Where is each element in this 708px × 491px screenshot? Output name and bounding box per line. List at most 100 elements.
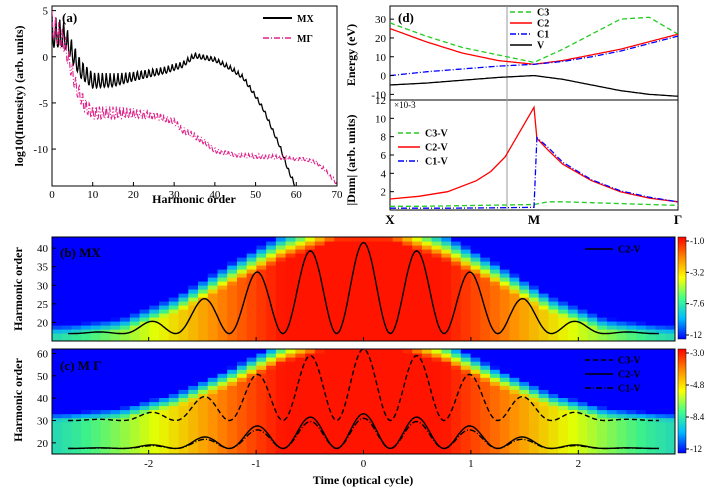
heatmap-cell [178,253,189,258]
heatmap-cell [402,257,413,262]
heatmap-cell [285,257,296,262]
heatmap-cell [441,425,452,431]
heatmap-cell [392,265,403,270]
heatmap-cell [314,333,326,338]
heatmap-cell [636,253,647,258]
heatmap-cell [139,317,150,322]
heatmap-cell [353,321,365,326]
heatmap-cell [626,293,637,298]
heatmap-cell [129,389,141,394]
heatmap-cell [81,309,92,314]
heatmap-cell [52,405,63,411]
heatmap-cell [207,357,219,362]
heatmap-cell [90,257,102,262]
heatmap-cell [548,441,559,447]
heatmap-cell [71,349,82,354]
heatmap-cell [412,257,423,262]
heatmap-cell [81,269,92,274]
heatmap-cell [373,269,384,274]
heatmap-cell [100,425,111,431]
heatmap-cell [645,313,657,318]
heatmap-cell [295,349,306,354]
heatmap-cell [460,425,472,431]
heatmap-cell [460,261,472,266]
heatmap-cell [198,249,209,254]
panel-a-label: (a) [62,10,77,25]
heatmap-cell [412,413,423,419]
heatmap-cell [71,237,82,242]
heatmap-cell [90,269,102,274]
heatmap-cell [587,329,598,334]
heatmap-cell [159,249,170,254]
heatmap-cell [353,333,365,338]
heatmap-cell [100,349,111,354]
heatmap-cell [266,353,277,358]
heatmap-cell [129,450,141,454]
heatmap-cell [441,397,452,403]
heatmap-cell [81,441,92,447]
heatmap-cell [314,253,326,258]
heatmap-cell [480,281,491,286]
heatmap-cell [324,313,335,318]
heatmap-cell [431,393,442,398]
heatmap-cell [529,301,540,306]
heatmap-cell [295,245,306,250]
heatmap-cell [626,269,637,274]
heatmap-cell [509,249,520,254]
heatmap-cell [100,393,111,398]
heatmap-cell [256,237,267,242]
heatmap-cell [519,245,530,250]
heatmap-cell [159,445,170,451]
heatmap-cell [71,293,82,298]
heatmap-cell [616,289,627,294]
legend-label-c3: C3 [537,8,549,19]
heatmap-cell [587,409,598,415]
heatmap-cell [81,281,92,286]
heatmap-cell [120,273,131,278]
heatmap-cell [655,293,666,298]
heatmap-cell [275,425,287,431]
heatmap-cell [373,329,384,334]
heatmap-cell [71,385,82,390]
heatmap-cell [529,361,540,366]
heatmap-cell [159,273,170,278]
heatmap-cell [363,269,374,274]
heatmap-cell [139,450,150,454]
heatmap-cell [616,265,627,270]
heatmap-cell [470,281,481,286]
heatmap-cell [159,421,170,427]
heatmap-cell [237,301,248,306]
heatmap-cell [334,365,345,370]
heatmap-cell [344,281,355,286]
heatmap-cell [178,393,189,398]
heatmap-cell [285,329,296,334]
heatmap-cell [100,361,111,366]
heatmap-cell [655,365,666,370]
heatmap-cell [363,417,374,423]
heatmap-cell [431,389,442,394]
heatmap-cell [149,389,160,394]
heatmap-cell [139,301,150,306]
heatmap-cell [441,417,452,423]
heatmap-cell [227,285,238,290]
heatmap-cell [451,373,462,378]
heatmap-cell [480,297,491,302]
heatmap-cell [129,309,141,314]
heatmap-cell [207,309,219,314]
heatmap-cell [392,337,403,341]
heatmap-cell [606,389,618,394]
heatmap-cell [217,429,228,435]
heatmap-cell [324,301,335,306]
heatmap-cell [548,297,559,302]
heatmap-cell [645,273,657,278]
heatmap-cell [412,401,423,407]
heatmap-cell [207,413,219,419]
heatmap-cell [451,425,462,431]
heatmap-cell [314,405,326,411]
heatmap-cell [509,277,520,282]
heatmap-cell [392,357,403,362]
heatmap-cell [665,429,675,435]
heatmap-cell [529,253,540,258]
heatmap-cell [139,441,150,447]
heatmap-cell [538,413,549,419]
